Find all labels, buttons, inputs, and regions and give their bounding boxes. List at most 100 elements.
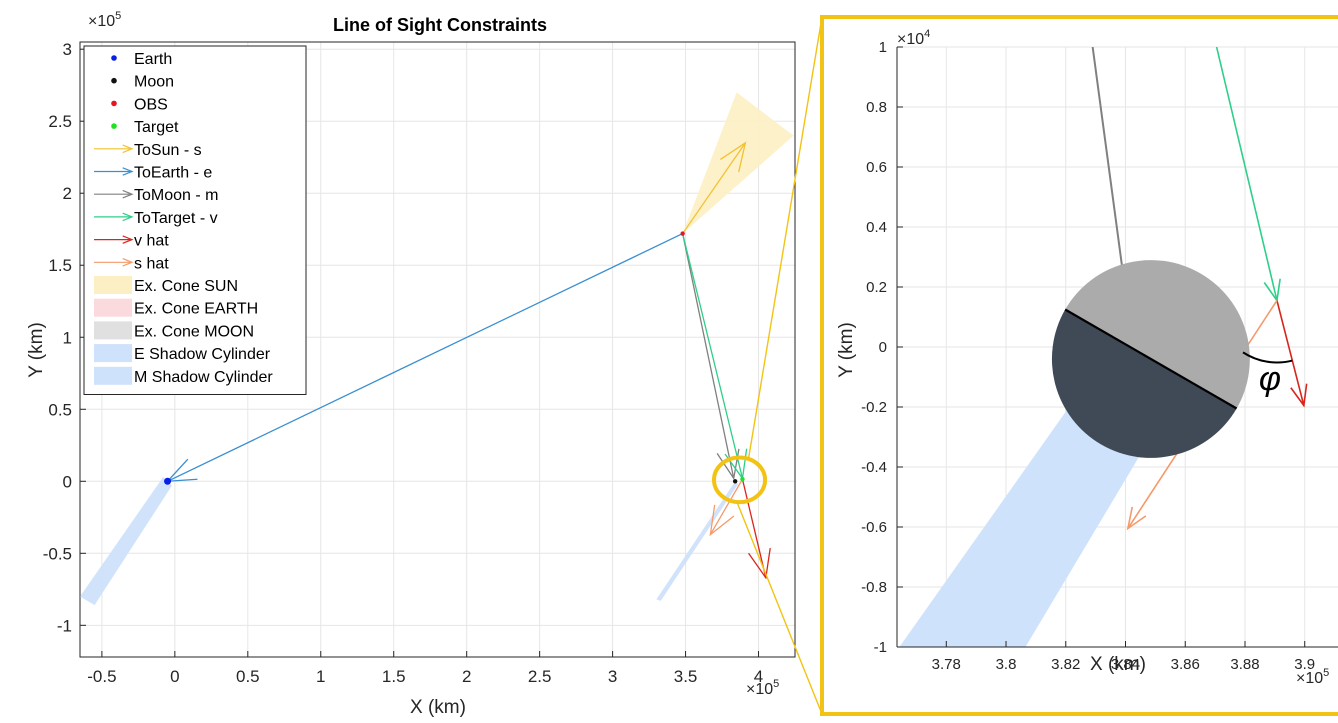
legend-marker — [111, 55, 117, 61]
main-y-tick-label: -1 — [57, 616, 72, 635]
legend-arrow-marker — [94, 167, 134, 176]
legend-arrow-marker — [94, 189, 134, 199]
main-x-tick-label: 0.5 — [236, 667, 260, 686]
main-title: Line of Sight Constraints — [333, 15, 547, 35]
zoom-x-tick-label: 3.88 — [1230, 656, 1259, 673]
zoom-y-tick-label: 0.4 — [866, 219, 887, 236]
legend-item: Ex. Cone EARTH — [94, 298, 258, 318]
zoom-x-tick-label: 3.84 — [1111, 656, 1140, 673]
legend-label: E Shadow Cylinder — [134, 346, 271, 363]
zoom-y-tick-label: -0.4 — [861, 459, 887, 476]
legend-label: s hat — [134, 255, 169, 272]
legend-item: Earth — [111, 51, 172, 68]
main-y-tick-label: -0.5 — [43, 544, 72, 563]
highlight-ellipse — [712, 455, 768, 505]
legend-item: Target — [111, 119, 179, 136]
legend-patch-marker — [94, 344, 132, 363]
legend-arrow-marker — [94, 258, 134, 267]
main-x-tick-label: 2.5 — [528, 667, 552, 686]
main-y-tick-label: 3 — [63, 40, 72, 59]
legend-item: v hat — [94, 233, 169, 250]
zoom-y-tick-label: 0.6 — [866, 159, 887, 176]
legend-label: Target — [134, 119, 179, 136]
main-ticks: -0.5 0 0.5 1 1.5 2 2.5 3 3.5 4 -1 -0.5 0 0.5 1 1.5 2 2.5 3 — [43, 40, 764, 686]
main-arrow-s-hat — [709, 478, 744, 537]
main-y-tick-label: 0.5 — [48, 400, 72, 419]
main-patch-e-shadow-cylinder — [80, 476, 172, 606]
zoom-x-tick-label: 3.86 — [1171, 656, 1200, 673]
moon-dark-half — [1051, 309, 1237, 458]
main-xlabel: X (km) — [410, 697, 466, 718]
legend-patch-marker — [94, 366, 132, 385]
zoom-highlight-circle — [712, 455, 768, 505]
zoom-x-exponent: ×105 — [1296, 667, 1329, 687]
zoom-x-tick-label: 3.82 — [1051, 656, 1080, 673]
zoom-angle-arc — [1242, 351, 1293, 364]
legend: Earth Moon OBS Target ToSun - s ToEarth - e To… — [83, 45, 307, 395]
legend-patch-marker — [94, 321, 132, 340]
legend-label: OBS — [134, 96, 168, 113]
zoom-arrow-totarget-v — [1215, 47, 1281, 303]
zoom-y-tick-label: -0.6 — [861, 519, 887, 536]
zoom-y-tick-label: -0.2 — [861, 399, 887, 416]
legend-item: Ex. Cone SUN — [94, 276, 238, 295]
zoom-ylabel: Y (km) — [836, 322, 857, 378]
legend-label: ToMoon - m — [134, 187, 218, 204]
moon-lit-half — [1065, 260, 1250, 409]
zoom-connectors — [736, 16, 823, 715]
zoom-x-tick-label: 3.78 — [932, 656, 961, 673]
legend-item: Ex. Cone MOON — [94, 321, 254, 340]
legend-item: ToSun - s — [94, 142, 202, 159]
legend-patch-marker — [94, 298, 132, 317]
main-arrow-totarget-v — [682, 233, 748, 481]
main-ylabel: Y (km) — [26, 322, 47, 378]
main-x-tick-label: 3.5 — [674, 667, 698, 686]
connector-bottom — [736, 501, 823, 715]
legend-label: Ex. Cone MOON — [134, 323, 254, 340]
legend-item: ToTarget - v — [94, 210, 218, 227]
main-x-tick-label: 0 — [170, 667, 179, 686]
zoom-y-tick-label: 0 — [879, 339, 887, 356]
legend-item: s hat — [94, 255, 169, 272]
zoom-x-tick-label: 3.9 — [1294, 656, 1315, 673]
main-point-moon — [732, 479, 738, 484]
main-y-tick-label: 1.5 — [48, 256, 72, 275]
zoom-arrow-v-hat — [1276, 300, 1308, 408]
legend-label: ToEarth - e — [134, 165, 212, 182]
zoom-frame — [820, 15, 1338, 716]
main-patch-ex-cone-sun — [682, 92, 794, 234]
zoom-x-tick-label: 3.8 — [996, 656, 1017, 673]
main-y-tick-label: 2.5 — [48, 112, 72, 131]
zoom-y-tick-label: 1 — [879, 39, 887, 56]
main-x-tick-label: 3 — [608, 667, 617, 686]
connector-top — [747, 16, 823, 459]
zoom-xlabel: X (km) — [1090, 654, 1146, 675]
legend-item: ToMoon - m — [94, 187, 218, 204]
moon-terminator — [1064, 308, 1238, 410]
legend-label: M Shadow Cylinder — [134, 369, 273, 386]
legend-arrow-marker — [94, 144, 134, 154]
zoom-angle-label: φ — [1259, 360, 1281, 398]
main-y-exponent: ×105 — [88, 10, 121, 30]
zoom-arrow-tomoon — [1091, 47, 1126, 282]
main-x-tick-label: 2 — [462, 667, 471, 686]
main-y-tick-label: 1 — [63, 328, 72, 347]
main-arrow-tosun-s — [682, 141, 747, 234]
legend-label: Moon — [134, 74, 174, 91]
main-point-earth — [164, 477, 172, 485]
legend-item: M Shadow Cylinder — [94, 366, 273, 386]
legend-marker — [111, 123, 117, 129]
zoom-y-exponent: ×104 — [897, 28, 930, 48]
main-patches — [80, 92, 794, 606]
legend-item: E Shadow Cylinder — [94, 344, 271, 363]
zoom-moon-disc — [1051, 260, 1250, 458]
main-arrows — [165, 141, 771, 580]
main-y-tick-label: 0 — [63, 472, 72, 491]
zoom-extras — [1051, 260, 1293, 458]
main-x-exponent: ×105 — [746, 678, 779, 698]
zoom-y-tick-label: 0.2 — [866, 279, 887, 296]
legend-label: Ex. Cone SUN — [134, 278, 238, 295]
main-x-tick-label: 1 — [316, 667, 325, 686]
zoom-chart: 3.78 3.8 3.82 3.84 3.86 3.88 3.9 -1 -0.8 -0.6 -0.4… — [836, 28, 1338, 687]
main-axes-box — [79, 41, 796, 658]
